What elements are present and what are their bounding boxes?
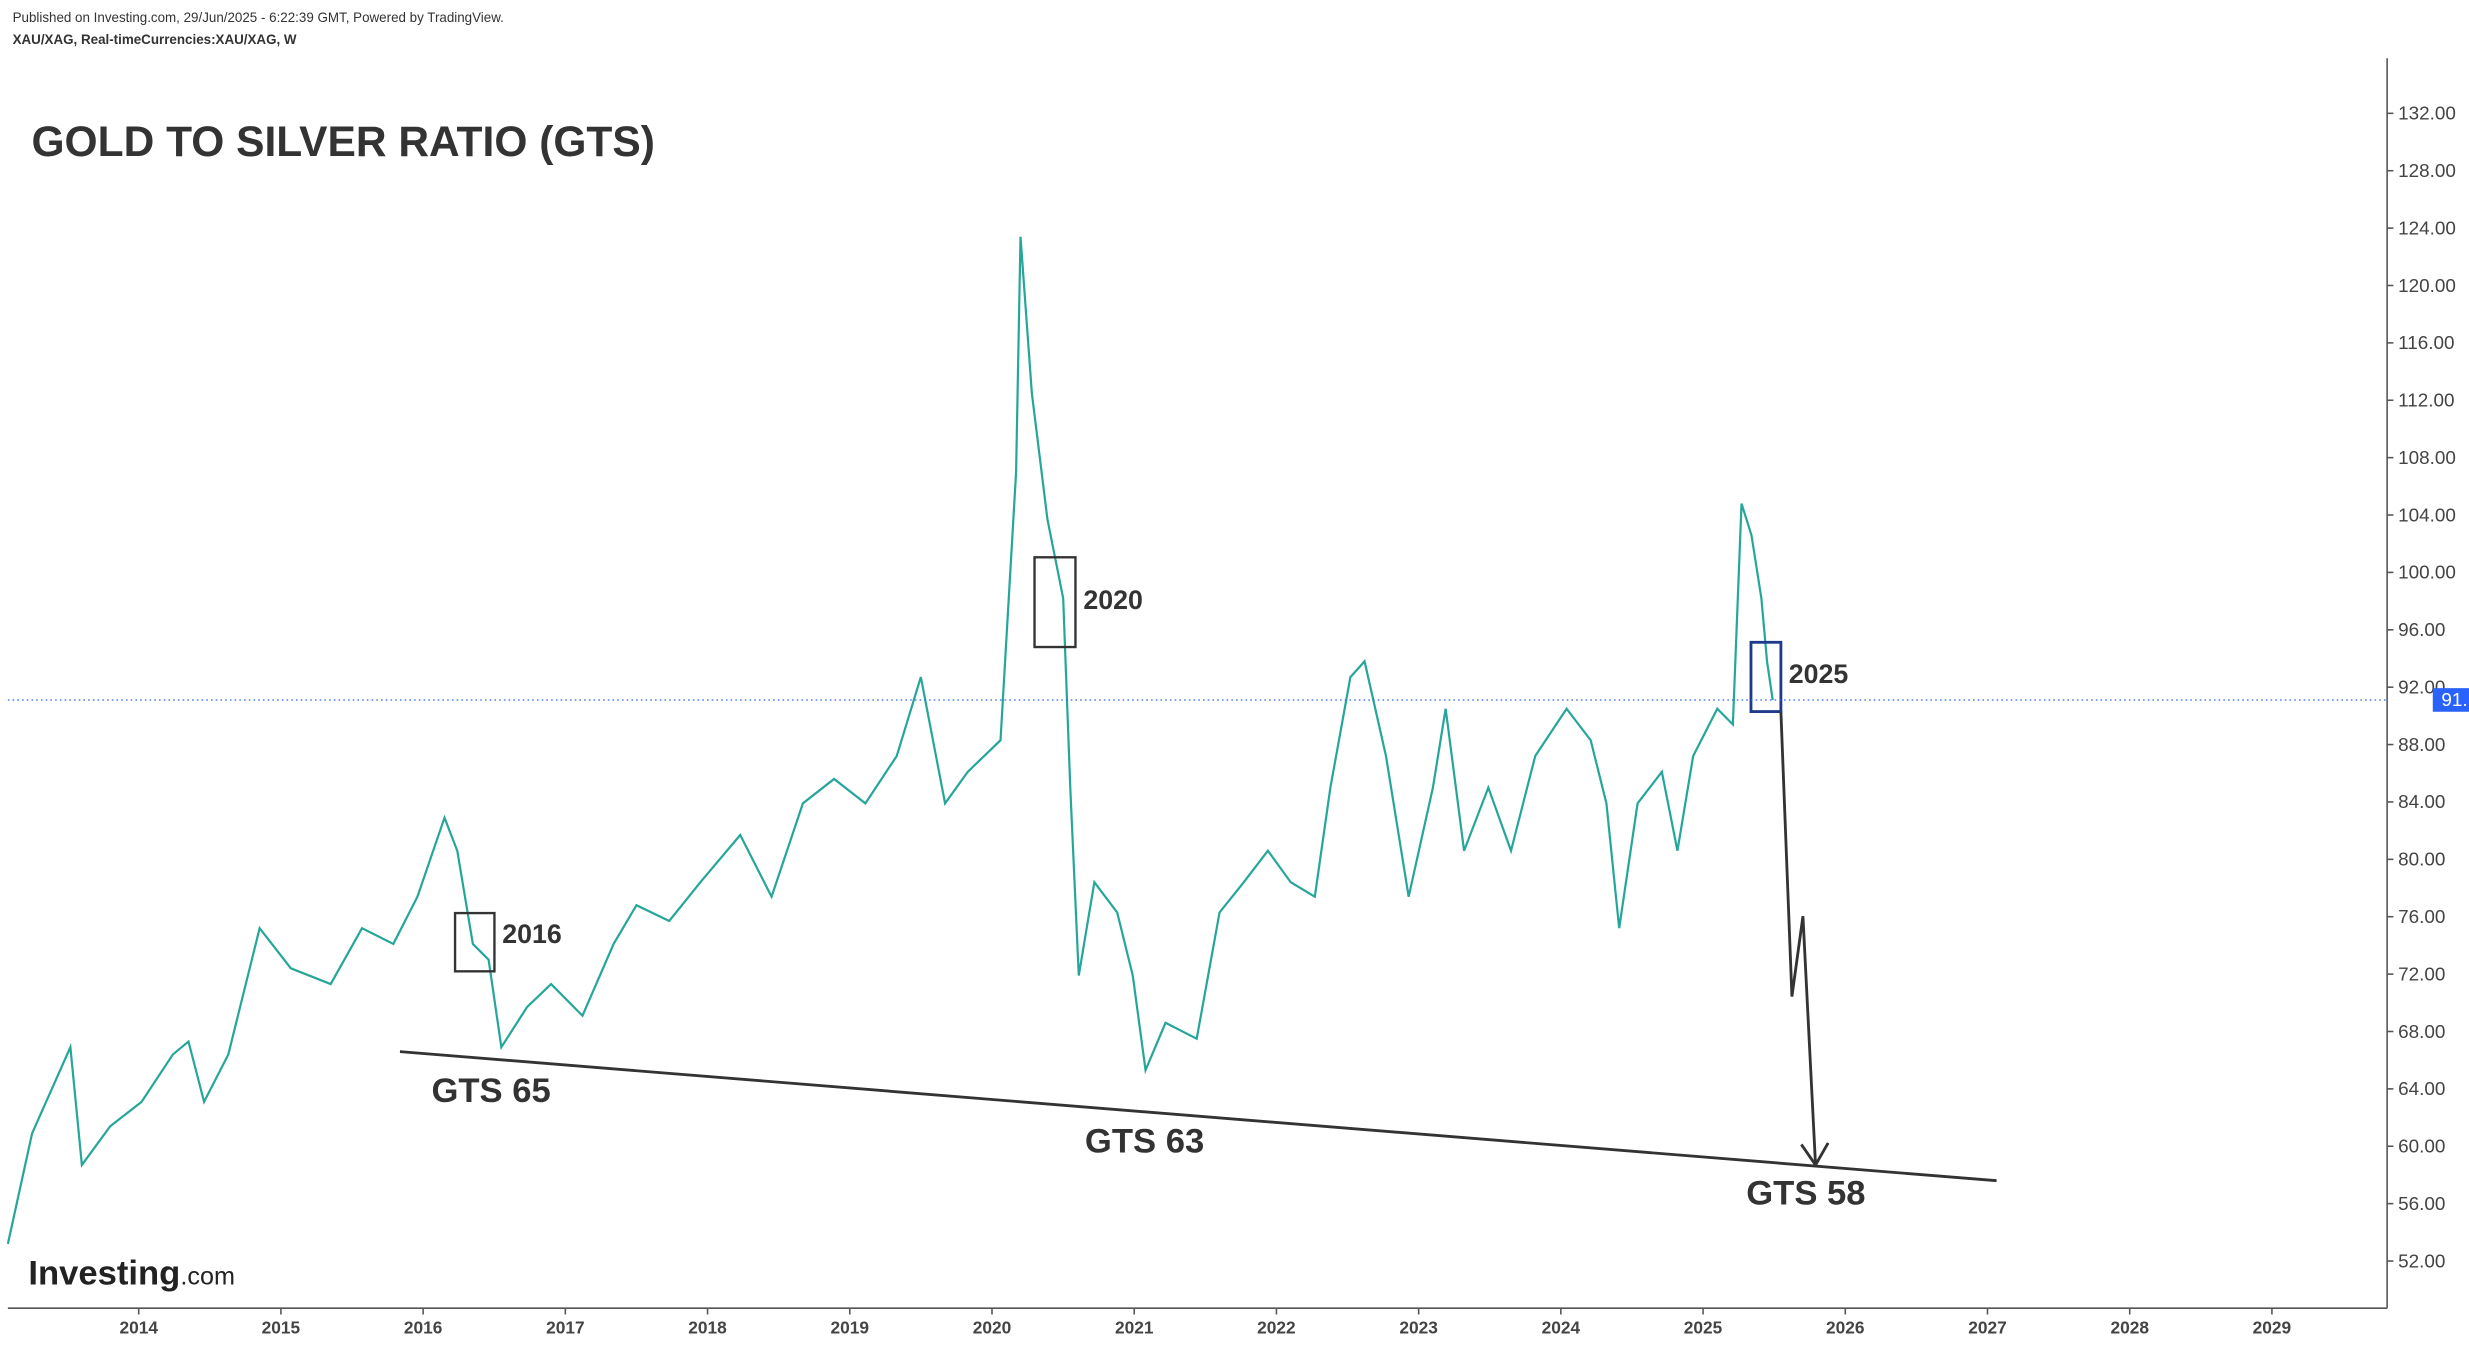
y-tick-label: 104.00 xyxy=(2398,505,2456,526)
x-tick-label: 2018 xyxy=(688,1317,727,1337)
chart-title: GOLD TO SILVER RATIO (GTS) xyxy=(31,119,654,166)
x-tick-label: 2024 xyxy=(1542,1317,1581,1337)
y-tick-label: 84.00 xyxy=(2398,792,2445,813)
x-tick-label: 2022 xyxy=(1257,1317,1295,1337)
annotation: 2020 xyxy=(1083,585,1143,615)
x-tick-label: 2021 xyxy=(1115,1317,1154,1337)
x-tick-label: 2014 xyxy=(119,1317,158,1337)
y-tick-label: 76.00 xyxy=(2398,907,2445,928)
y-tick-label: 108.00 xyxy=(2398,448,2456,469)
y-tick-label: 88.00 xyxy=(2398,735,2445,756)
last-price-badge xyxy=(2432,688,2469,712)
y-tick-label: 80.00 xyxy=(2398,850,2445,871)
y-tick-label: 112.00 xyxy=(2398,391,2454,412)
plot-area xyxy=(6,236,1774,1245)
last-price-label: 91.11 xyxy=(2441,690,2469,711)
highlight-box xyxy=(1749,640,1783,713)
highlight-box xyxy=(1033,556,1077,649)
x-tick-label: 2017 xyxy=(546,1317,584,1337)
y-tick-label: 60.00 xyxy=(2398,1137,2445,1158)
symbol-info: XAU/XAG, Real-timeCurrencies:XAU/XAG, W xyxy=(13,32,297,47)
y-tick-label: 68.00 xyxy=(2398,1022,2445,1043)
trend-line xyxy=(399,1050,1997,1183)
y-tick-label: 100.00 xyxy=(2398,563,2456,584)
x-tick-label: 2027 xyxy=(1968,1317,2006,1337)
y-tick-label: 96.00 xyxy=(2398,620,2445,641)
ratio-line xyxy=(6,236,1774,1245)
y-tick-label: 72.00 xyxy=(2398,964,2445,985)
y-tick-label: 132.00 xyxy=(2398,104,2456,125)
y-tick-label: 128.00 xyxy=(2398,161,2456,182)
projection-arrow xyxy=(1779,711,1817,1166)
annotation: GTS 65 xyxy=(431,1072,550,1110)
annotation: GTS 58 xyxy=(1746,1174,1865,1212)
y-tick-label: 64.00 xyxy=(2398,1079,2445,1100)
x-tick-label: 2029 xyxy=(2253,1317,2291,1337)
y-tick-label: 52.00 xyxy=(2398,1251,2445,1272)
x-tick-label: 2023 xyxy=(1399,1317,1437,1337)
logo-name: Investing xyxy=(28,1255,180,1293)
annotation: 2025 xyxy=(1789,659,1849,689)
x-tick-label: 2019 xyxy=(831,1317,869,1337)
y-tick-label: 124.00 xyxy=(2398,218,2456,239)
highlight-box xyxy=(453,911,496,973)
annotation: GTS 63 xyxy=(1085,1122,1204,1160)
y-tick-label: 120.00 xyxy=(2398,276,2456,297)
x-tick-label: 2020 xyxy=(973,1317,1011,1337)
y-tick-label: 56.00 xyxy=(2398,1194,2445,1215)
annotation: 2016 xyxy=(502,919,562,949)
published-note: Published on Investing.com, 29/Jun/2025 … xyxy=(13,10,504,25)
y-tick-label: 116.00 xyxy=(2398,333,2454,354)
x-tick-label: 2026 xyxy=(1826,1317,1864,1337)
x-tick-label: 2016 xyxy=(404,1317,442,1337)
x-tick-label: 2015 xyxy=(262,1317,301,1337)
logo: Investing.com xyxy=(28,1255,235,1293)
arrow-head xyxy=(1800,1142,1830,1168)
x-tick-label: 2025 xyxy=(1684,1317,1723,1337)
logo-suffix: .com xyxy=(180,1263,235,1291)
x-tick-label: 2028 xyxy=(2110,1317,2149,1337)
